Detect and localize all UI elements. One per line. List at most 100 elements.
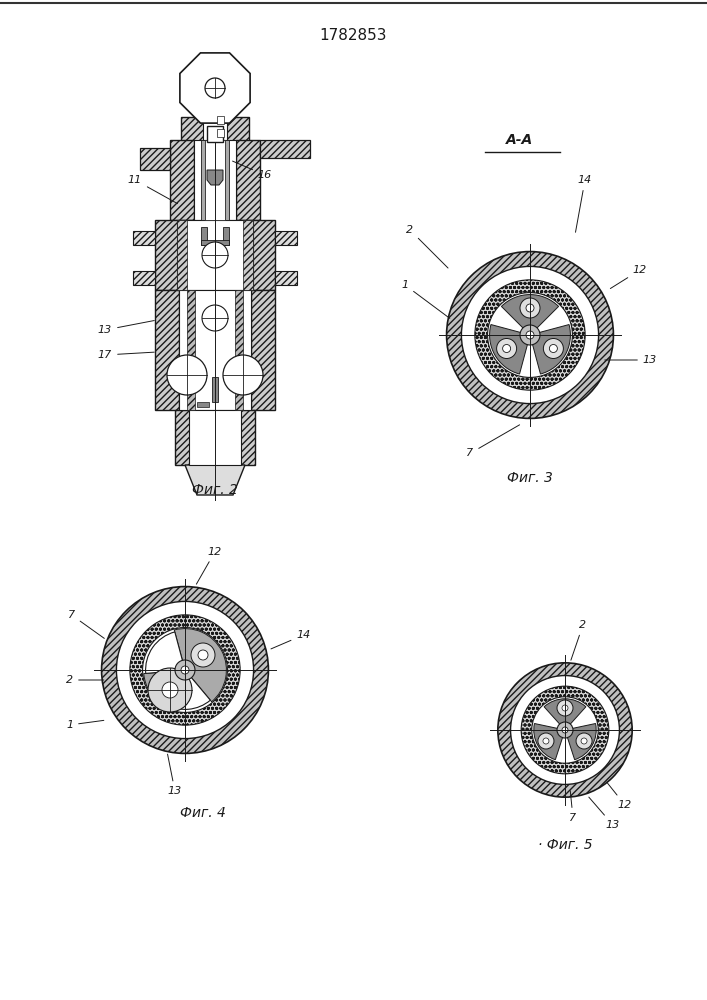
Wedge shape xyxy=(144,670,185,706)
Bar xyxy=(177,220,187,290)
Wedge shape xyxy=(489,325,530,374)
Bar xyxy=(243,220,253,290)
Bar xyxy=(133,231,155,245)
Polygon shape xyxy=(180,53,250,123)
Wedge shape xyxy=(565,724,596,760)
Circle shape xyxy=(562,727,568,733)
Text: 17: 17 xyxy=(98,350,154,360)
Bar xyxy=(225,140,229,220)
Circle shape xyxy=(181,666,189,674)
Bar xyxy=(251,290,275,410)
Text: 7: 7 xyxy=(68,610,105,638)
Bar xyxy=(201,227,207,245)
Circle shape xyxy=(557,700,573,716)
Text: 12: 12 xyxy=(607,782,632,810)
Circle shape xyxy=(498,663,632,797)
Circle shape xyxy=(202,242,228,268)
Circle shape xyxy=(447,252,614,418)
Circle shape xyxy=(162,682,178,698)
Circle shape xyxy=(475,280,585,390)
Polygon shape xyxy=(185,465,245,495)
Wedge shape xyxy=(544,699,586,730)
Circle shape xyxy=(503,344,510,353)
Bar xyxy=(223,227,229,245)
Bar xyxy=(170,140,194,220)
Text: Фиг. 4: Фиг. 4 xyxy=(180,806,226,820)
Circle shape xyxy=(562,705,568,711)
Circle shape xyxy=(557,722,573,738)
Wedge shape xyxy=(501,295,559,335)
Bar xyxy=(275,231,297,245)
Text: · Фиг. 5: · Фиг. 5 xyxy=(538,838,592,852)
Bar xyxy=(212,377,218,402)
Bar xyxy=(275,271,297,285)
Circle shape xyxy=(538,733,554,749)
Text: Фиг. 3: Фиг. 3 xyxy=(507,471,553,485)
Bar xyxy=(175,410,255,465)
Circle shape xyxy=(510,676,619,784)
Circle shape xyxy=(102,587,269,753)
Bar xyxy=(201,140,205,220)
Wedge shape xyxy=(165,670,211,709)
Bar xyxy=(217,129,224,137)
Text: А-А: А-А xyxy=(506,133,534,147)
Bar xyxy=(207,126,223,142)
Text: 14: 14 xyxy=(575,175,592,232)
Circle shape xyxy=(130,615,240,725)
Circle shape xyxy=(526,304,534,312)
Circle shape xyxy=(576,733,592,749)
Bar xyxy=(179,290,251,410)
Circle shape xyxy=(223,355,263,395)
Circle shape xyxy=(202,305,228,331)
Text: 1: 1 xyxy=(402,280,450,318)
Bar xyxy=(203,117,227,152)
Circle shape xyxy=(543,738,549,744)
Text: 11: 11 xyxy=(128,175,177,204)
Circle shape xyxy=(496,338,517,359)
Text: Фиг. 2: Фиг. 2 xyxy=(192,483,238,497)
Circle shape xyxy=(488,293,573,377)
Text: 1: 1 xyxy=(66,720,104,730)
Bar xyxy=(197,402,209,407)
Circle shape xyxy=(549,344,557,353)
Circle shape xyxy=(462,266,599,404)
Polygon shape xyxy=(260,140,310,158)
Text: 2: 2 xyxy=(571,620,587,660)
Wedge shape xyxy=(175,629,226,702)
Text: 2: 2 xyxy=(66,675,104,685)
Bar xyxy=(194,140,236,220)
Bar xyxy=(201,240,229,245)
Text: 16: 16 xyxy=(233,161,272,180)
Bar xyxy=(133,271,155,285)
Text: 13: 13 xyxy=(168,754,182,796)
Bar xyxy=(181,117,249,152)
Circle shape xyxy=(198,650,208,660)
Text: 1782853: 1782853 xyxy=(320,27,387,42)
Bar xyxy=(235,290,243,410)
Bar xyxy=(189,410,241,465)
Wedge shape xyxy=(530,325,571,374)
Bar xyxy=(177,220,253,290)
Circle shape xyxy=(143,628,228,712)
Circle shape xyxy=(148,668,192,712)
Circle shape xyxy=(175,660,195,680)
Circle shape xyxy=(205,78,225,98)
Text: 13: 13 xyxy=(604,355,657,365)
Circle shape xyxy=(520,325,540,345)
Polygon shape xyxy=(140,148,170,170)
Text: 12: 12 xyxy=(610,265,647,289)
Circle shape xyxy=(520,298,540,318)
Circle shape xyxy=(167,355,207,395)
Text: 13: 13 xyxy=(589,797,620,830)
Text: 2: 2 xyxy=(407,225,448,268)
Bar xyxy=(236,140,260,220)
Bar xyxy=(205,140,225,220)
Text: 7: 7 xyxy=(467,425,520,458)
Circle shape xyxy=(521,686,609,774)
Bar xyxy=(187,290,195,410)
Text: 12: 12 xyxy=(197,547,222,584)
Polygon shape xyxy=(207,170,223,185)
Circle shape xyxy=(532,697,598,763)
Circle shape xyxy=(117,601,254,739)
Text: 13: 13 xyxy=(98,321,154,335)
